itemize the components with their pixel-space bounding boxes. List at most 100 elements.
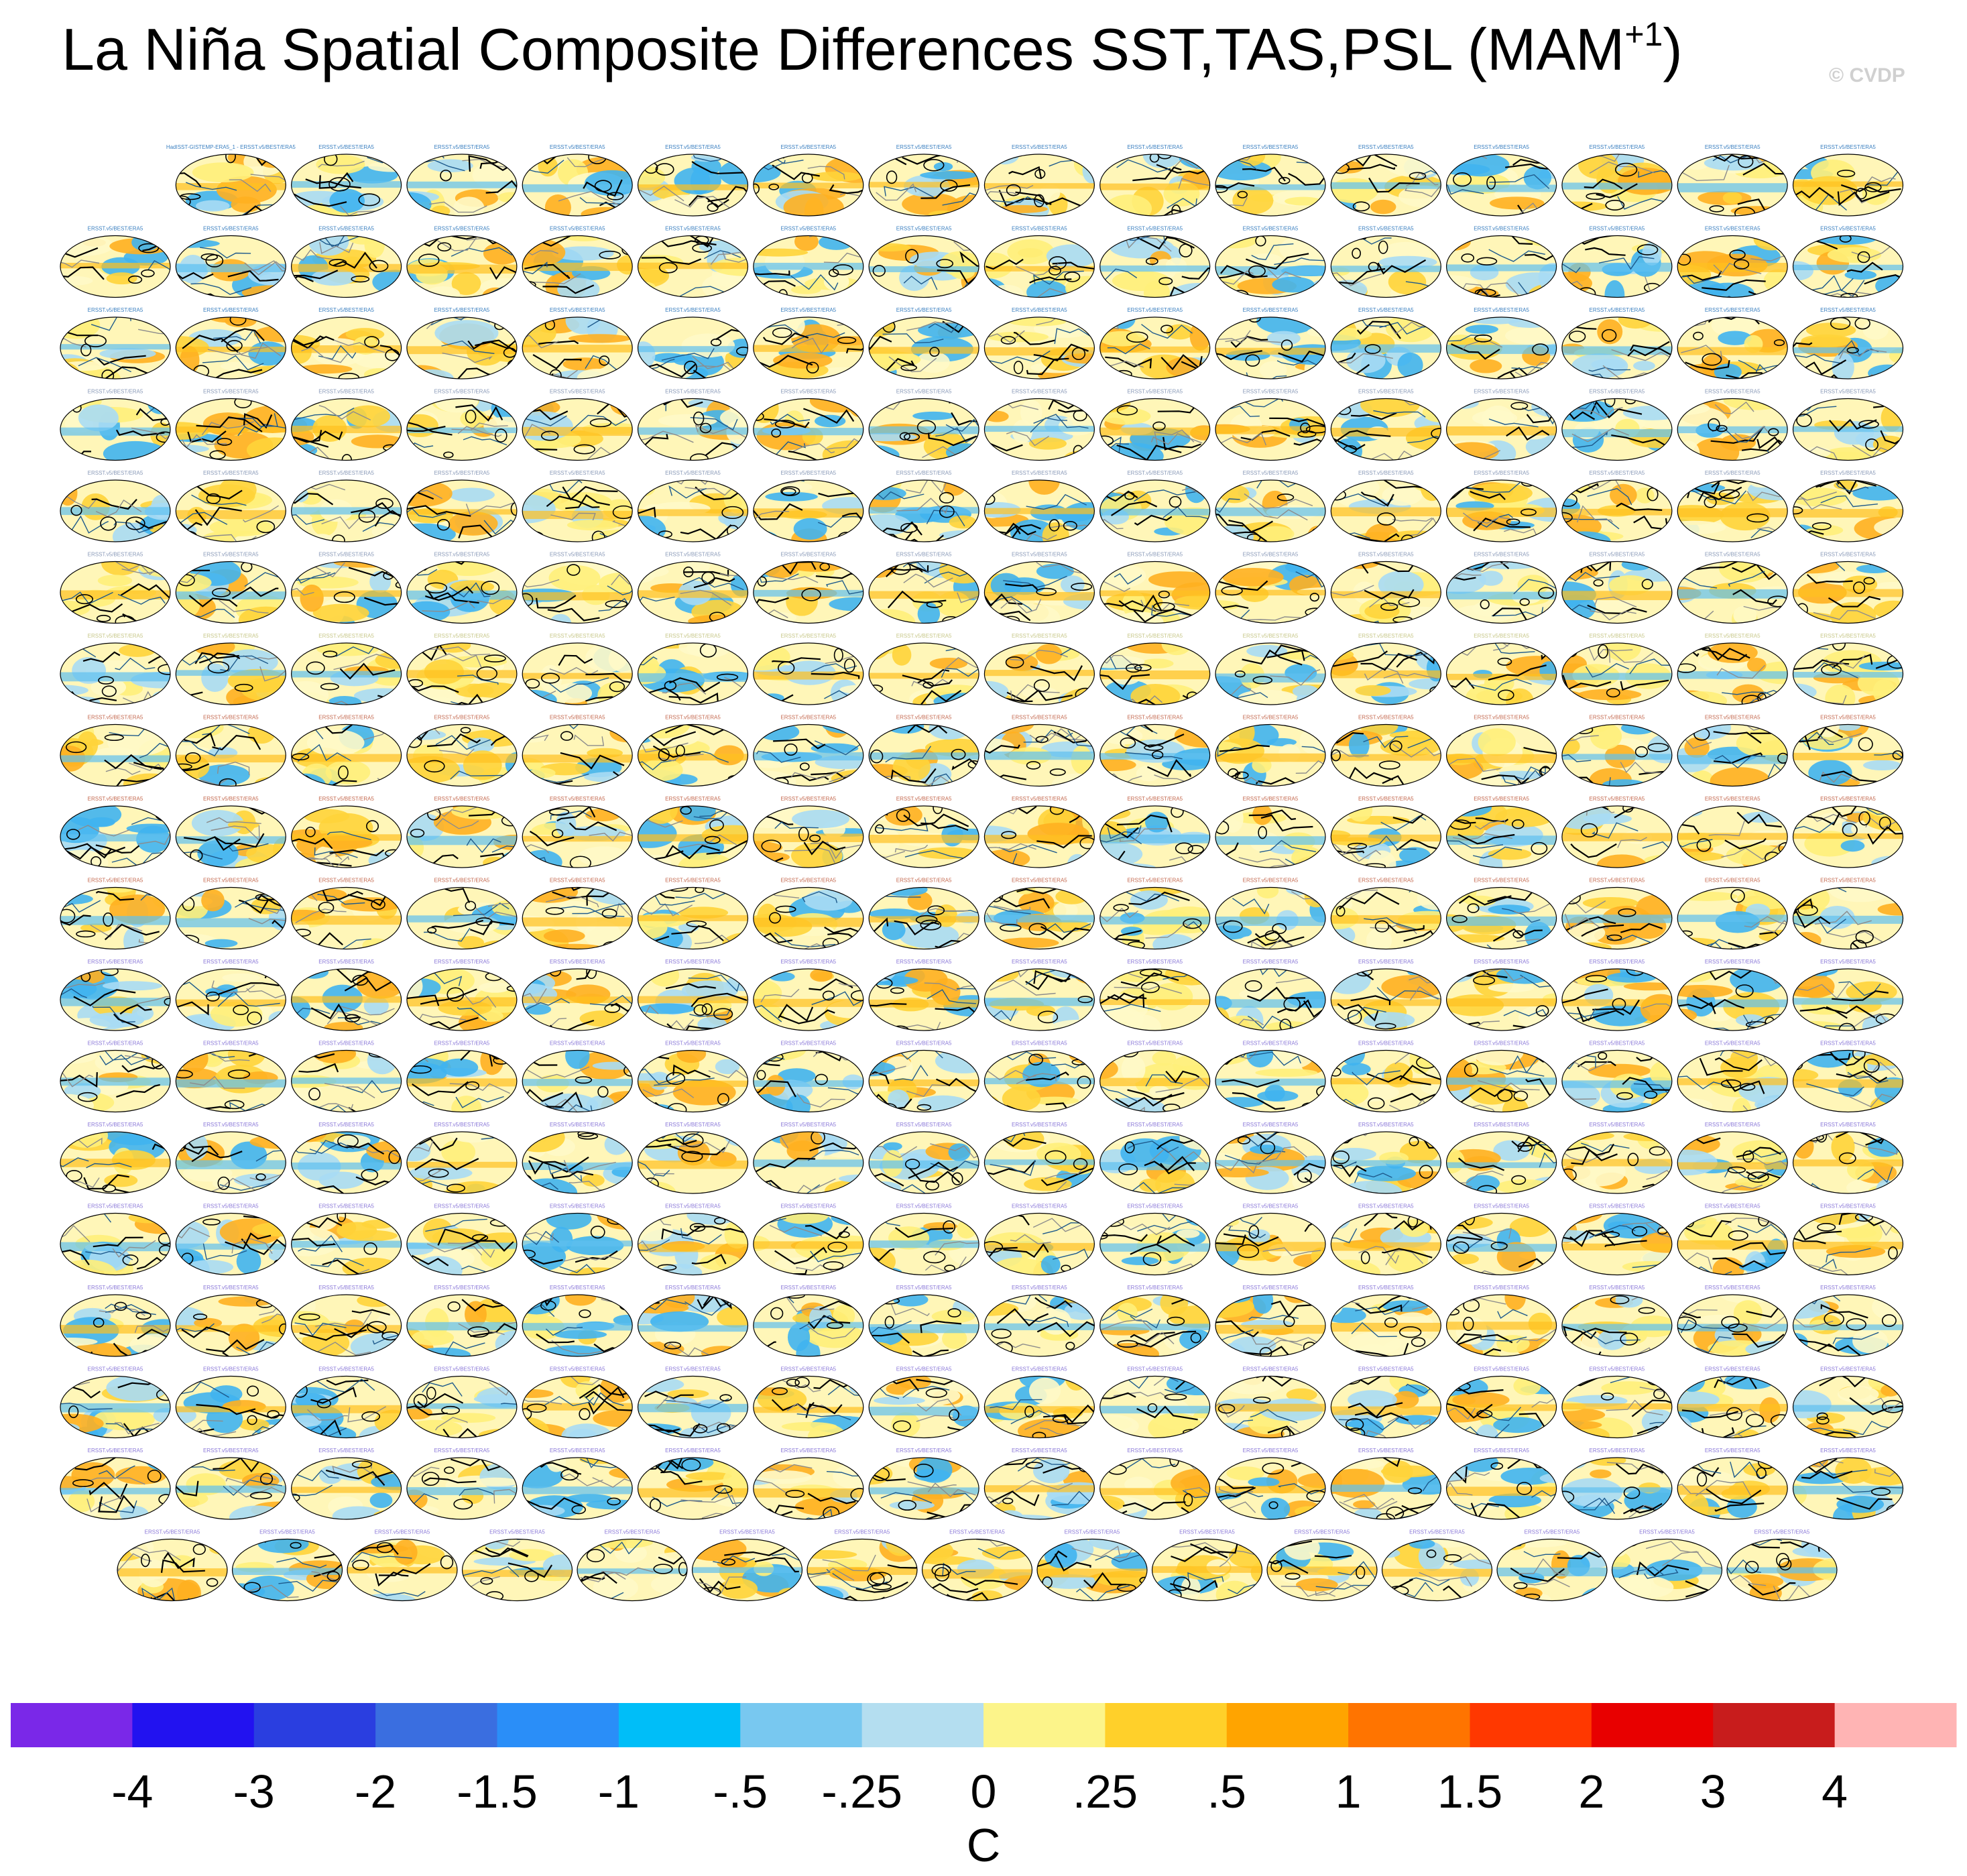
panel-caption: ERSST.v5/BEST/ERA5 <box>88 389 143 395</box>
panel-caption: ERSST.v5/BEST/ERA5 <box>1012 552 1067 558</box>
map-panel: ERSST.v5/BEST/ERA5 <box>1446 1204 1557 1276</box>
panel-caption: ERSST.v5/BEST/ERA5 <box>1127 144 1183 150</box>
map-panel: ERSST.v5/BEST/ERA5 <box>175 1366 286 1439</box>
map-panel: ERSST.v5/BEST/ERA5 <box>984 552 1095 624</box>
panel-caption: ERSST.v5/BEST/ERA5 <box>318 389 374 395</box>
panel-caption: ERSST.v5/BEST/ERA5 <box>780 1122 836 1128</box>
panel-caption: ERSST.v5/BEST/ERA5 <box>1525 1529 1580 1535</box>
map-panel: ERSST.v5/BEST/ERA5 <box>868 1366 979 1439</box>
panel-caption: ERSST.v5/BEST/ERA5 <box>434 796 490 802</box>
map-panel: ERSST.v5/BEST/ERA5 <box>175 389 286 461</box>
map-panel: ERSST.v5/BEST/ERA5 <box>1561 1448 1673 1520</box>
colorbar-swatch <box>1348 1703 1470 1747</box>
map-panel: ERSST.v5/BEST/ERA5 <box>1330 715 1441 787</box>
map-panel: ERSST.v5/BEST/ERA5 <box>868 1041 979 1113</box>
map-panel: ERSST.v5/BEST/ERA5 <box>1330 1204 1441 1276</box>
map-panel: ERSST.v5/BEST/ERA5 <box>522 1366 633 1439</box>
map-panel: ERSST.v5/BEST/ERA5 <box>60 1285 171 1357</box>
panel-caption: ERSST.v5/BEST/ERA5 <box>1590 878 1645 884</box>
map-panel: ERSST.v5/BEST/ERA5 <box>1792 1285 1904 1357</box>
panel-caption: ERSST.v5/BEST/ERA5 <box>1820 878 1876 884</box>
panel-caption: ERSST.v5/BEST/ERA5 <box>780 1448 836 1454</box>
panel-caption: ERSST.v5/BEST/ERA5 <box>1820 144 1876 150</box>
map-panel: ERSST.v5/BEST/ERA5 <box>406 633 518 705</box>
map-panel: ERSST.v5/BEST/ERA5 <box>290 1041 402 1113</box>
panel-caption: ERSST.v5/BEST/ERA5 <box>1243 226 1299 232</box>
map-panel: ERSST.v5/BEST/ERA5 <box>984 715 1095 787</box>
map-panel: ERSST.v5/BEST/ERA5 <box>1446 633 1557 705</box>
map-panel: ERSST.v5/BEST/ERA5 <box>175 796 286 868</box>
panel-caption: ERSST.v5/BEST/ERA5 <box>88 1366 143 1372</box>
map-panel: ERSST.v5/BEST/ERA5 <box>984 1366 1095 1439</box>
panel-caption: ERSST.v5/BEST/ERA5 <box>896 470 952 476</box>
map-panel: ERSST.v5/BEST/ERA5 <box>1215 715 1326 787</box>
panel-caption: ERSST.v5/BEST/ERA5 <box>318 1122 374 1128</box>
map-panel: ERSST.v5/BEST/ERA5 <box>984 633 1095 705</box>
map-panel: ERSST.v5/BEST/ERA5 <box>1561 226 1673 298</box>
map-panel: ERSST.v5/BEST/ERA5 <box>1561 715 1673 787</box>
map-panel: ERSST.v5/BEST/ERA5 <box>290 1204 402 1276</box>
panel-caption: ERSST.v5/BEST/ERA5 <box>780 633 836 639</box>
panel-caption: ERSST.v5/BEST/ERA5 <box>203 796 259 802</box>
panel-caption: ERSST.v5/BEST/ERA5 <box>550 144 605 150</box>
map-panel: ERSST.v5/BEST/ERA5 <box>1330 307 1441 379</box>
map-panel: ERSST.v5/BEST/ERA5 <box>637 1041 749 1113</box>
map-panel: ERSST.v5/BEST/ERA5 <box>60 1448 171 1520</box>
map-panel: ERSST.v5/BEST/ERA5 <box>1446 1366 1557 1439</box>
map-panel: ERSST.v5/BEST/ERA5 <box>290 796 402 868</box>
panel-caption: ERSST.v5/BEST/ERA5 <box>605 1529 660 1535</box>
panel-caption: ERSST.v5/BEST/ERA5 <box>434 144 490 150</box>
map-panel: ERSST.v5/BEST/ERA5 <box>753 1448 864 1520</box>
panel-caption: ERSST.v5/BEST/ERA5 <box>1012 144 1067 150</box>
panel-caption: ERSST.v5/BEST/ERA5 <box>665 1204 721 1210</box>
map-panel: ERSST.v5/BEST/ERA5 <box>1561 633 1673 705</box>
colorbar-tick-label: -4 <box>111 1765 153 1818</box>
map-panel: ERSST.v5/BEST/ERA5 <box>753 470 864 542</box>
page-title: La Niña Spatial Composite Differences SS… <box>62 17 1683 79</box>
colorbar-swatch <box>740 1703 863 1747</box>
panel-caption: ERSST.v5/BEST/ERA5 <box>1127 878 1183 884</box>
colorbar-unit-label: C <box>967 1819 1001 1871</box>
panel-caption: ERSST.v5/BEST/ERA5 <box>1243 389 1299 395</box>
panel-caption: ERSST.v5/BEST/ERA5 <box>203 1041 259 1047</box>
map-panel: ERSST.v5/BEST/ERA5 <box>406 959 518 1031</box>
panel-caption: ERSST.v5/BEST/ERA5 <box>1243 633 1299 639</box>
map-panel: ERSST.v5/BEST/ERA5 <box>1099 878 1211 950</box>
map-panel: ERSST.v5/BEST/ERA5 <box>60 226 171 298</box>
map-panel: ERSST.v5/BEST/ERA5 <box>1792 307 1904 379</box>
map-panel: ERSST.v5/BEST/ERA5 <box>753 144 864 217</box>
map-panel: ERSST.v5/BEST/ERA5 <box>753 1285 864 1357</box>
map-panel: ERSST.v5/BEST/ERA5 <box>921 1529 1033 1602</box>
panel-caption: ERSST.v5/BEST/ERA5 <box>1127 470 1183 476</box>
panel-caption: ERSST.v5/BEST/ERA5 <box>203 1285 259 1291</box>
panel-caption: ERSST.v5/BEST/ERA5 <box>203 633 259 639</box>
map-panel: ERSST.v5/BEST/ERA5 <box>984 959 1095 1031</box>
map-panel: ERSST.v5/BEST/ERA5 <box>1215 796 1326 868</box>
map-panel: ERSST.v5/BEST/ERA5 <box>1677 1041 1788 1113</box>
map-panel: ERSST.v5/BEST/ERA5 <box>1561 1285 1673 1357</box>
map-panel: ERSST.v5/BEST/ERA5 <box>984 878 1095 950</box>
map-panel: ERSST.v5/BEST/ERA5 <box>1330 552 1441 624</box>
panel-caption: ERSST.v5/BEST/ERA5 <box>88 552 143 558</box>
panel-caption: ERSST.v5/BEST/ERA5 <box>1243 1122 1299 1128</box>
panel-caption: ERSST.v5/BEST/ERA5 <box>1358 226 1414 232</box>
panel-caption: ERSST.v5/BEST/ERA5 <box>1820 1366 1876 1372</box>
map-panel: ERSST.v5/BEST/ERA5 <box>290 226 402 298</box>
map-panel: ERSST.v5/BEST/ERA5 <box>522 470 633 542</box>
map-panel: ERSST.v5/BEST/ERA5 <box>1677 796 1788 868</box>
map-panel: ERSST.v5/BEST/ERA5 <box>1561 1204 1673 1276</box>
map-panel: ERSST.v5/BEST/ERA5 <box>290 1285 402 1357</box>
map-panel: ERSST.v5/BEST/ERA5 <box>1099 389 1211 461</box>
panel-caption: ERSST.v5/BEST/ERA5 <box>896 389 952 395</box>
panel-caption: ERSST.v5/BEST/ERA5 <box>1012 796 1067 802</box>
map-panel: ERSST.v5/BEST/ERA5 <box>1330 144 1441 217</box>
panel-caption: ERSST.v5/BEST/ERA5 <box>1358 1366 1414 1372</box>
map-panel: ERSST.v5/BEST/ERA5 <box>1677 1204 1788 1276</box>
panel-caption: ERSST.v5/BEST/ERA5 <box>1012 1448 1067 1454</box>
panel-caption: ERSST.v5/BEST/ERA5 <box>1590 552 1645 558</box>
panel-caption: ERSST.v5/BEST/ERA5 <box>434 633 490 639</box>
map-panel: ERSST.v5/BEST/ERA5 <box>290 1122 402 1194</box>
colorbar-tick-label: -1 <box>598 1765 640 1818</box>
panel-caption: ERSST.v5/BEST/ERA5 <box>780 1285 836 1291</box>
map-panel: ERSST.v5/BEST/ERA5 <box>1215 1366 1326 1439</box>
